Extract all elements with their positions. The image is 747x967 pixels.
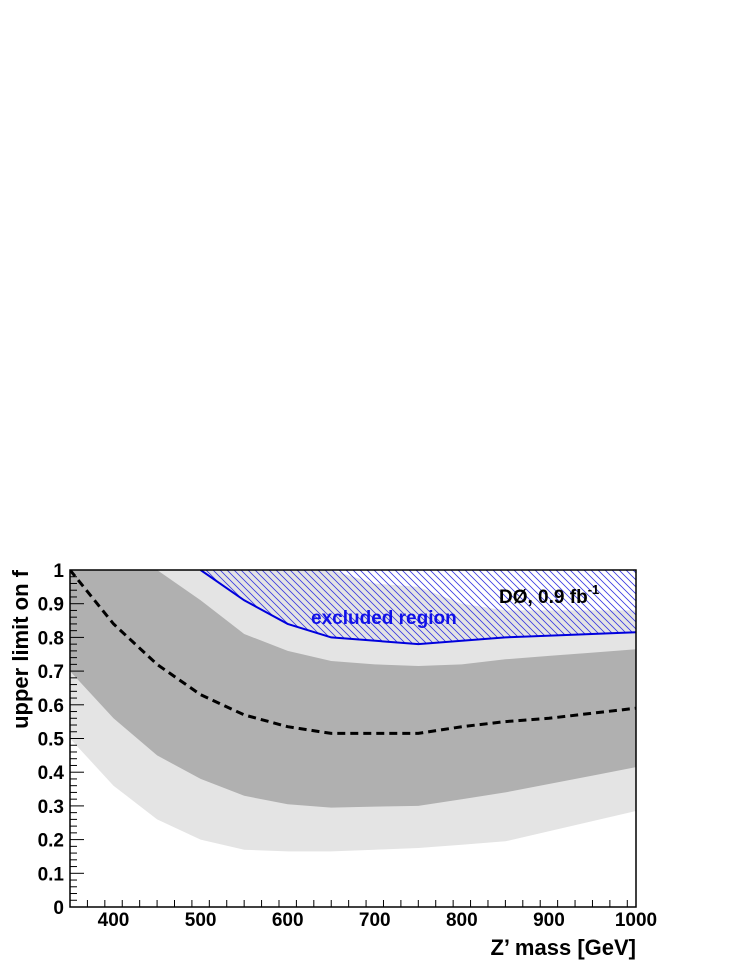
band-2 [70, 570, 636, 808]
excluded-region-hatch [200, 570, 636, 645]
plot-area [70, 570, 636, 852]
y-tick-label: 0.2 [38, 831, 64, 852]
y-tick-label: 0.9 [38, 595, 64, 616]
x-tick-label: 700 [359, 910, 391, 931]
y-tick-label: 0.3 [38, 797, 64, 818]
y-tick-label: 0.7 [38, 662, 64, 683]
y-tick-label: 0.6 [38, 696, 64, 717]
x-tick-label: 800 [446, 910, 478, 931]
axes: 400 500 600 700 800 900 1000 0 0.1 0.2 0.3 0.4 0.5 0.… [38, 561, 658, 931]
x-tick-label: 900 [533, 910, 565, 931]
y-tick-label: 0.5 [38, 730, 65, 751]
x-tick-label: 400 [98, 910, 130, 931]
y-tick-label: 0.8 [38, 628, 64, 649]
x-tick-label: 600 [272, 910, 304, 931]
y-tick-label: 0 [53, 898, 64, 919]
experiment-annotation-main: DØ, 0.9 fb [499, 587, 588, 608]
excluded-region-label: excluded region [311, 608, 457, 629]
y-tick-label: 1 [53, 561, 64, 582]
y-axis-title: upper limit on f [8, 569, 33, 729]
experiment-annotation-superscript: -1 [588, 582, 600, 597]
labels: Z’ mass [GeV] upper limit on f excluded … [8, 569, 636, 960]
y-tick-label: 0.4 [38, 763, 65, 784]
y-tick-label: 0.1 [38, 864, 65, 885]
x-tick-label: 500 [185, 910, 217, 931]
observed-limit-line [200, 570, 636, 646]
x-tick-label: 1000 [615, 910, 657, 931]
experiment-annotation: DØ, 0.9 fb-1 [499, 582, 599, 608]
expected-limit-line [70, 570, 636, 735]
x-axis-title: Z’ mass [GeV] [490, 935, 636, 960]
